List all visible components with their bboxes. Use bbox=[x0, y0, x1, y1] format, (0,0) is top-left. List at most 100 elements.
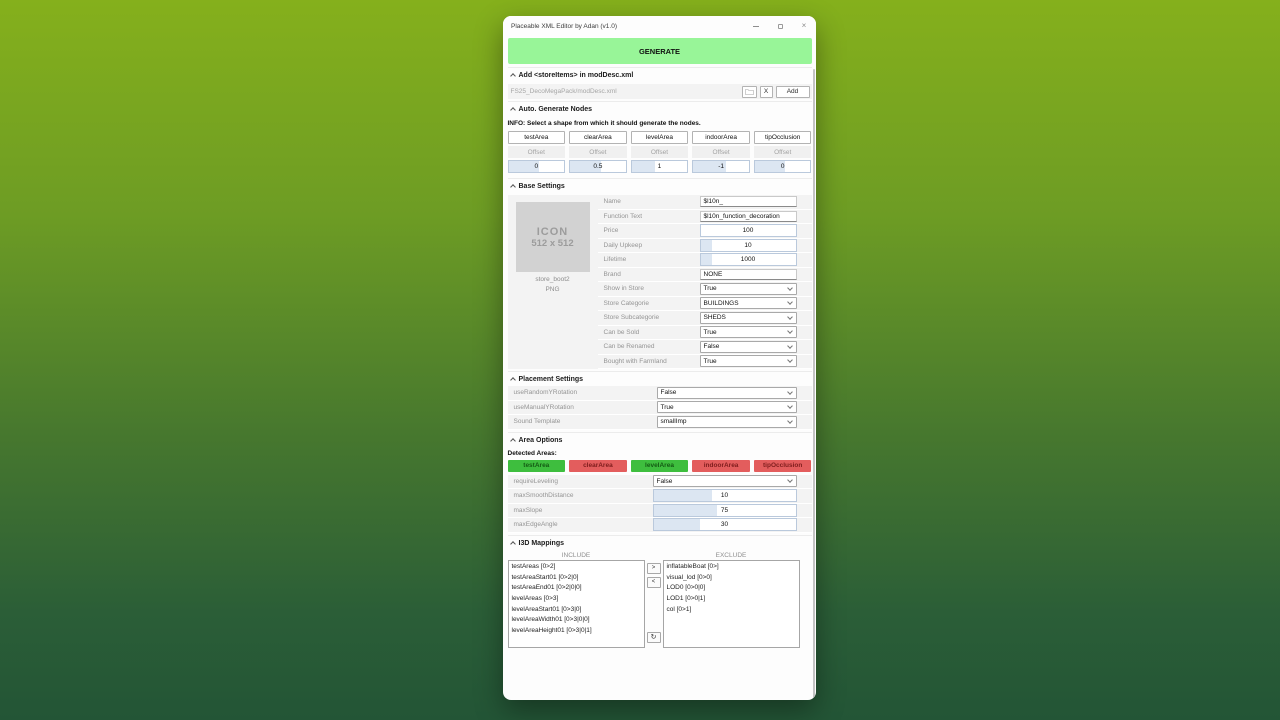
section-title: Auto. Generate Nodes bbox=[518, 106, 593, 113]
name-input[interactable]: $l10n_ bbox=[699, 196, 797, 208]
store-categorie-select[interactable]: BUILDINGS bbox=[699, 297, 797, 310]
list-item[interactable]: levelAreaStart01 [0>3|0] bbox=[511, 605, 582, 613]
setting-row: Name $l10n_ bbox=[597, 195, 812, 210]
price-input[interactable]: 100 bbox=[699, 224, 797, 238]
function-text-input[interactable]: $l10n_function_decoration bbox=[699, 210, 797, 222]
offset-input-indoorarea[interactable]: -1 bbox=[692, 160, 750, 173]
move-right-button[interactable]: > bbox=[646, 562, 661, 574]
shape-buttons-row: testArea clearArea levelArea indoorArea … bbox=[507, 129, 812, 144]
lifetime-input[interactable]: 1000 bbox=[699, 253, 797, 267]
section-title: Base Settings bbox=[518, 183, 565, 190]
store-icon-placeholder[interactable]: ICON 512 x 512 bbox=[515, 202, 590, 272]
setting-row: Show in Store True bbox=[597, 282, 812, 297]
can-be-renamed-select[interactable]: False bbox=[699, 340, 797, 353]
area-badge-cleararea: clearArea bbox=[569, 459, 627, 472]
bought-with-farmland-select[interactable]: True bbox=[699, 355, 797, 368]
max-edge-angle-input[interactable]: 30 bbox=[652, 518, 797, 532]
chevron-down-icon bbox=[786, 357, 793, 364]
shape-button-levelarea[interactable]: levelArea bbox=[630, 131, 689, 144]
list-item[interactable]: col [0>1] bbox=[666, 605, 692, 613]
folder-icon bbox=[744, 89, 754, 95]
browse-button[interactable] bbox=[741, 85, 757, 98]
generate-button[interactable]: GENERATE bbox=[507, 38, 812, 64]
offset-label: Offset bbox=[569, 146, 627, 158]
detected-areas-row: testArea clearArea levelArea indoorArea … bbox=[507, 459, 812, 475]
section-header-moddesc[interactable]: Add <storeItems> in modDesc.xml bbox=[508, 69, 812, 82]
list-item[interactable]: LOD0 [0>0|0] bbox=[666, 584, 706, 592]
area-badge-testarea: testArea bbox=[507, 459, 566, 472]
setting-row: Brand NONE bbox=[597, 267, 812, 282]
section-header-placement[interactable]: Placement Settings bbox=[508, 373, 812, 386]
max-slope-input[interactable]: 75 bbox=[652, 503, 797, 517]
require-leveling-select[interactable]: False bbox=[652, 475, 797, 488]
include-column-header: INCLUDE bbox=[561, 551, 591, 559]
daily-upkeep-input[interactable]: 10 bbox=[699, 238, 797, 252]
refresh-button[interactable]: ↻ bbox=[646, 631, 661, 643]
shape-button-tipocclusion[interactable]: tipOcclusion bbox=[753, 131, 812, 144]
area-badge-indoorarea: indoorArea bbox=[692, 459, 750, 472]
info-text: INFO: Select a shape from which it shoul… bbox=[507, 119, 701, 127]
section-title: Placement Settings bbox=[518, 376, 584, 383]
use-random-yrotation-select[interactable]: False bbox=[656, 386, 797, 399]
section-header-area-options[interactable]: Area Options bbox=[508, 434, 812, 447]
offset-input-cleararea[interactable]: 0.5 bbox=[569, 160, 627, 173]
can-be-sold-select[interactable]: True bbox=[699, 326, 797, 339]
list-item[interactable]: levelAreaWidth01 [0>3|0|0] bbox=[511, 616, 590, 624]
section-header-auto-nodes[interactable]: Auto. Generate Nodes bbox=[508, 103, 812, 116]
refresh-icon: ↻ bbox=[650, 634, 657, 641]
setting-row: Daily Upkeep 10 bbox=[597, 238, 812, 253]
sound-template-select[interactable]: smallImp bbox=[656, 415, 797, 428]
chevron-down-icon bbox=[786, 388, 793, 395]
list-item[interactable]: inflatableBoat [0>] bbox=[666, 563, 719, 571]
minimize-button[interactable] bbox=[744, 16, 768, 36]
moddesc-path-input[interactable]: FS25_DecoMegaPack/modDesc.xml bbox=[510, 88, 617, 95]
chevron-down-icon bbox=[786, 313, 793, 320]
collapse-icon bbox=[509, 540, 516, 547]
include-list[interactable]: testAreas [0>2] testAreaStart01 [0>2|0] … bbox=[507, 559, 645, 648]
app-window: Placeable XML Editor by Adan (v1.0) × GE… bbox=[503, 16, 816, 700]
shape-button-testarea[interactable]: testArea bbox=[507, 131, 566, 144]
shape-button-cleararea[interactable]: clearArea bbox=[569, 131, 627, 144]
list-item[interactable]: testAreaStart01 [0>2|0] bbox=[511, 573, 579, 581]
exclude-list[interactable]: inflatableBoat [0>] visual_lod [0>0] LOD… bbox=[662, 559, 800, 648]
show-in-store-select[interactable]: True bbox=[699, 282, 797, 295]
use-manual-yrotation-select[interactable]: True bbox=[656, 401, 797, 414]
list-item[interactable]: testAreas [0>2] bbox=[511, 563, 556, 571]
offset-input-testarea[interactable]: 0 bbox=[507, 160, 566, 173]
list-item[interactable]: LOD1 [0>0|1] bbox=[666, 595, 706, 603]
list-item[interactable]: levelAreas [0>3] bbox=[511, 595, 559, 603]
shape-button-indoorarea[interactable]: indoorArea bbox=[692, 131, 750, 144]
store-subcategorie-select[interactable]: SHEDS bbox=[699, 311, 797, 324]
setting-row: Can be Sold True bbox=[597, 325, 812, 340]
section-header-i3d-mappings[interactable]: I3D Mappings bbox=[508, 537, 812, 550]
offset-labels-row: Offset Offset Offset Offset Offset bbox=[507, 144, 812, 158]
move-left-button[interactable]: < bbox=[646, 576, 661, 588]
max-smooth-distance-input[interactable]: 10 bbox=[652, 489, 797, 503]
offset-input-levelarea[interactable]: 1 bbox=[630, 160, 689, 173]
clear-button[interactable]: X bbox=[759, 85, 773, 98]
maximize-button[interactable] bbox=[768, 16, 792, 36]
store-icon-column: ICON 512 x 512 store_boot2 PNG bbox=[508, 195, 598, 369]
window-title: Placeable XML Editor by Adan (v1.0) bbox=[511, 22, 617, 30]
setting-row: maxSmoothDistance 10 bbox=[507, 489, 812, 504]
chevron-down-icon bbox=[786, 342, 793, 349]
list-item[interactable]: levelAreaHeight01 [0>3|0|1] bbox=[511, 626, 592, 634]
offset-input-tipocclusion[interactable]: 0 bbox=[753, 160, 812, 173]
chevron-down-icon bbox=[786, 417, 793, 424]
title-bar[interactable]: Placeable XML Editor by Adan (v1.0) × bbox=[503, 16, 816, 36]
collapse-icon bbox=[509, 377, 516, 383]
chevron-down-icon bbox=[786, 403, 793, 410]
offset-label: Offset bbox=[507, 146, 566, 158]
brand-input[interactable]: NONE bbox=[699, 268, 797, 280]
scrollbar[interactable] bbox=[813, 69, 815, 698]
list-item[interactable]: testAreaEnd01 [0>2|0|0] bbox=[511, 584, 582, 592]
list-item[interactable]: visual_lod [0>0] bbox=[666, 573, 712, 581]
collapse-icon bbox=[509, 437, 516, 444]
close-button[interactable]: × bbox=[792, 16, 816, 36]
add-button[interactable]: Add bbox=[775, 85, 810, 98]
section-header-base-settings[interactable]: Base Settings bbox=[508, 180, 812, 193]
setting-row: Can be Renamed False bbox=[597, 340, 812, 355]
exclude-column-header: EXCLUDE bbox=[715, 551, 747, 559]
collapse-icon bbox=[509, 73, 516, 79]
